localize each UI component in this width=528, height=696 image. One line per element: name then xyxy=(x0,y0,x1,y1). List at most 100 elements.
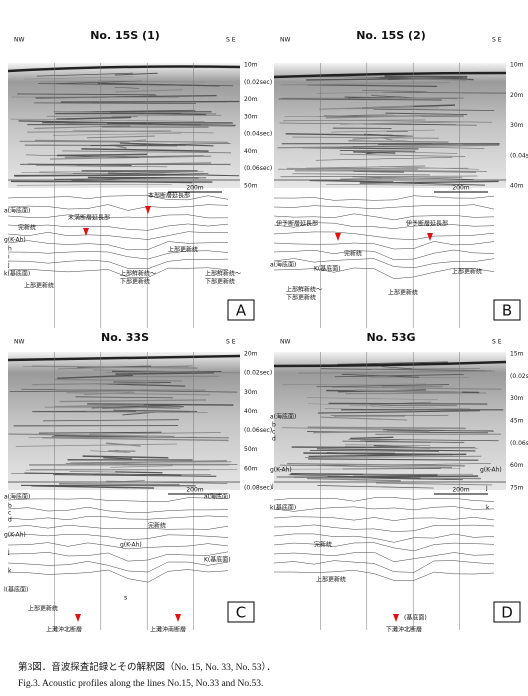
interp-line xyxy=(7,214,229,219)
reflector xyxy=(115,372,214,375)
annotation: K(基底面) xyxy=(314,265,341,273)
reflector xyxy=(278,98,442,101)
reflector xyxy=(71,180,193,184)
interp-line xyxy=(7,515,229,521)
reflector xyxy=(38,83,234,87)
reflector xyxy=(294,475,394,478)
reflector xyxy=(59,399,207,403)
annotation: 上部鮮新統～ xyxy=(286,286,322,294)
reflector xyxy=(342,440,465,443)
reflector xyxy=(381,92,506,94)
reflector xyxy=(55,80,142,84)
depth-label: 10m xyxy=(244,62,258,69)
annotation: 伊予断層延長部 xyxy=(276,220,318,228)
annotation: a(海底面) xyxy=(4,493,30,501)
reflector xyxy=(33,102,196,104)
reflector xyxy=(21,172,160,176)
depth-label: (0.08sec) xyxy=(244,485,272,492)
reflector xyxy=(352,150,458,154)
panel-title: No. 15S (1) xyxy=(90,29,160,42)
annotation: 完新統 xyxy=(148,522,166,530)
reflector xyxy=(341,373,420,378)
reflector xyxy=(34,125,131,129)
depth-label: 40m xyxy=(244,408,258,415)
fault-arrow xyxy=(427,233,433,241)
interp-line xyxy=(7,569,229,583)
direction-left: NW xyxy=(14,37,24,44)
interp-line xyxy=(7,240,229,251)
letter-box xyxy=(493,601,521,623)
annotation: k xyxy=(486,505,490,512)
annotation: k(基底面) xyxy=(270,504,296,512)
direction-left: NW xyxy=(280,37,290,44)
interp-line xyxy=(273,241,495,250)
scale-label: 200m xyxy=(186,487,203,494)
reflector xyxy=(64,155,204,158)
reflector xyxy=(90,461,232,463)
annotation: 未満断層延長部 xyxy=(68,214,110,222)
reflector xyxy=(89,431,221,435)
reflector xyxy=(309,180,394,183)
panel: No. 53G NW S E 15m (0.02sec) 30m 45m (0.06sec) 6… xyxy=(270,331,528,634)
interp-line xyxy=(7,561,229,573)
interp-line xyxy=(273,524,495,532)
reflector xyxy=(362,465,452,469)
reflector xyxy=(36,72,133,77)
interp-line xyxy=(273,231,495,240)
scale-label: 200m xyxy=(452,487,469,494)
reflector xyxy=(280,175,478,178)
annotation: 上部鮮新統～ xyxy=(120,270,156,278)
reflector xyxy=(115,471,163,474)
reflector xyxy=(32,365,198,369)
panel-letter: A xyxy=(236,302,247,320)
interp-line xyxy=(7,497,229,502)
interp-line xyxy=(7,551,229,562)
reflector xyxy=(317,410,481,414)
reflector xyxy=(105,442,141,447)
interp-line xyxy=(273,258,495,269)
reflector xyxy=(9,390,132,392)
interp-line xyxy=(273,506,495,512)
reflector xyxy=(340,176,463,180)
reflector xyxy=(81,148,209,152)
reflector xyxy=(363,123,477,126)
annotation: a(海底面) xyxy=(204,493,230,501)
letter-box xyxy=(493,299,521,321)
direction-right: S E xyxy=(492,37,502,44)
interp-line xyxy=(7,195,229,201)
depth-label: 30m xyxy=(510,122,524,129)
interp-line xyxy=(7,250,229,260)
reflector xyxy=(115,89,184,93)
annotation: k(基底面) xyxy=(4,270,30,278)
interp-line xyxy=(273,249,495,261)
reflector xyxy=(316,448,476,452)
reflector xyxy=(72,129,214,134)
depth-label: 50m xyxy=(244,183,258,190)
reflector xyxy=(110,465,173,468)
reflector xyxy=(332,386,502,390)
reflector xyxy=(119,142,214,147)
annotation: 完新統 xyxy=(344,250,362,258)
reflector xyxy=(53,474,217,477)
annotation: g(K-Ah) xyxy=(480,467,502,474)
panel-title: No. 33S xyxy=(101,331,149,344)
reflector xyxy=(307,403,391,406)
annotation: 伊予断層延長部 xyxy=(406,220,448,228)
reflector xyxy=(376,482,493,486)
annotation: c xyxy=(272,429,275,436)
interp-line xyxy=(7,542,229,550)
depth-label: 10m xyxy=(510,62,524,69)
reflector xyxy=(347,96,401,99)
annotation: 上灘沖南断層 xyxy=(150,626,186,634)
reflector xyxy=(82,455,169,459)
reflector xyxy=(57,374,133,380)
reflector xyxy=(93,369,241,374)
annotation: g(K-Ah) xyxy=(4,237,26,244)
annotation: s xyxy=(124,595,127,602)
reflector xyxy=(280,82,450,86)
reflector xyxy=(27,163,132,166)
reflector xyxy=(381,137,393,141)
interp-line xyxy=(7,223,229,231)
reflector xyxy=(59,482,180,486)
